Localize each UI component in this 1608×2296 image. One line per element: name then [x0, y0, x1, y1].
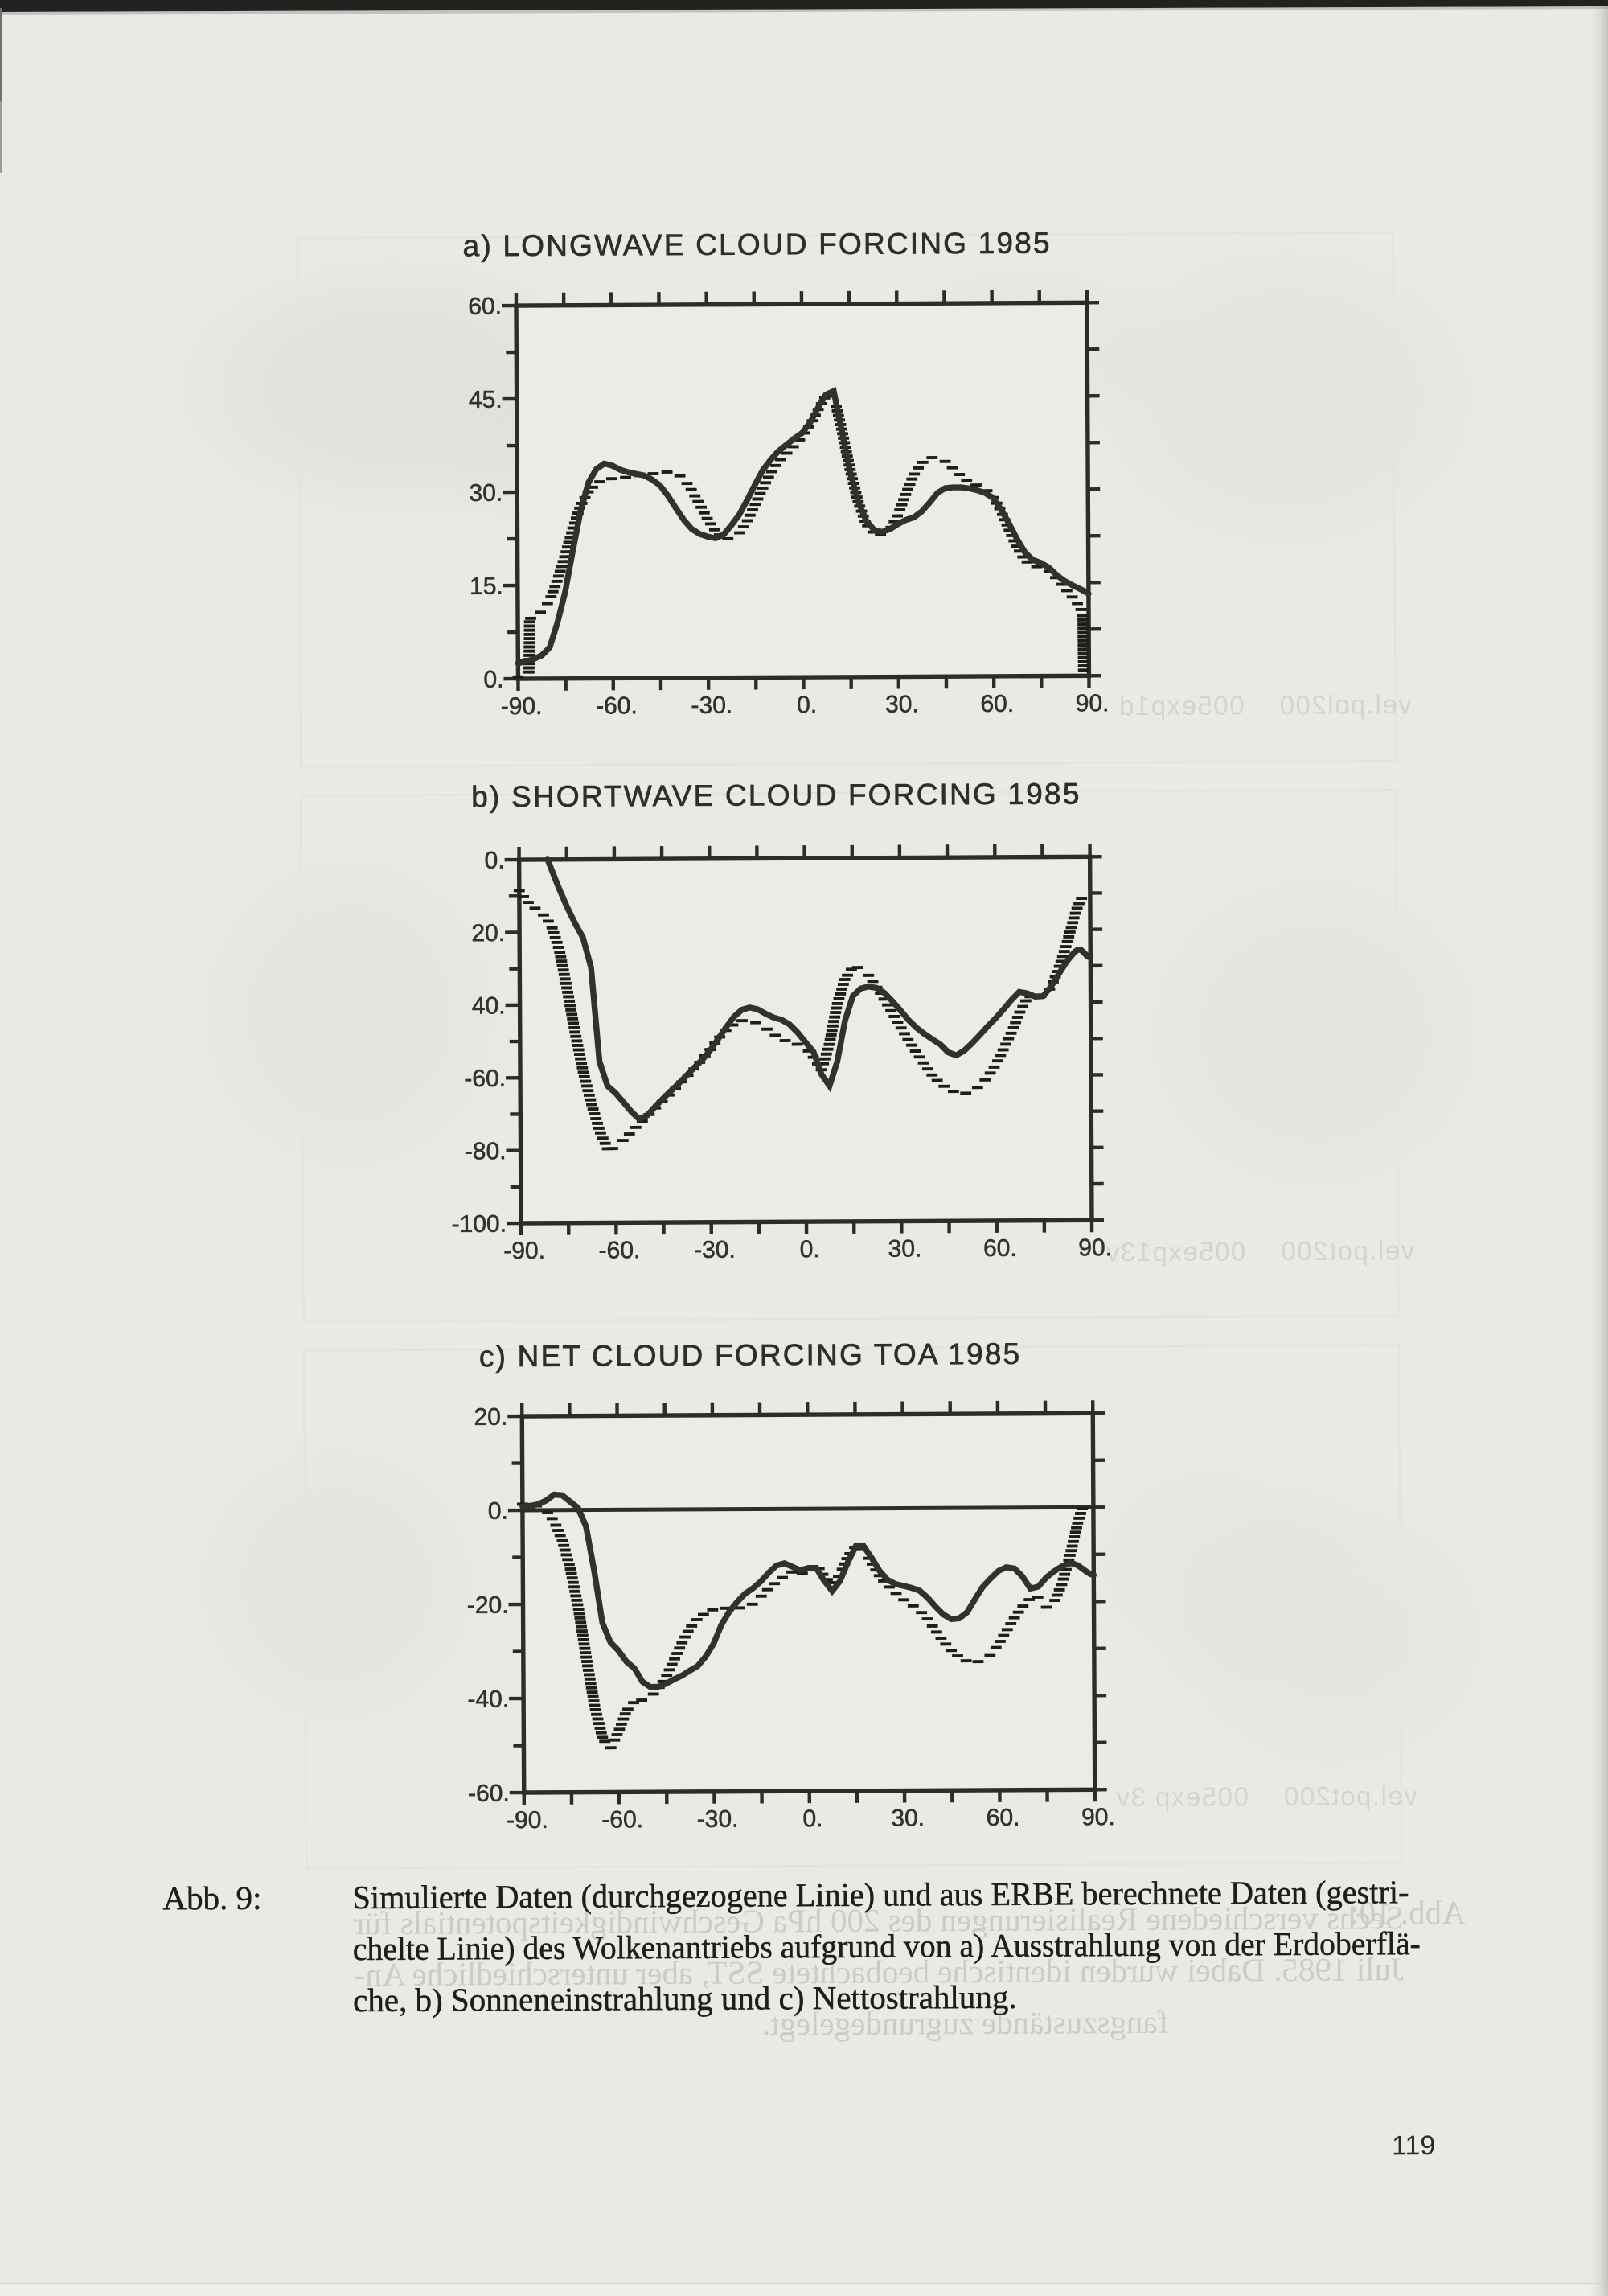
svg-text:0.: 0.: [800, 1236, 820, 1263]
svg-text:-30.: -30.: [691, 692, 732, 719]
svg-text:-60.: -60.: [599, 1237, 641, 1263]
svg-text:chelte Linie) des Wolkenantrie: chelte Linie) des Wolkenantriebs aufgrun…: [353, 1924, 1421, 1967]
svg-text:45.: 45.: [469, 387, 503, 413]
svg-text:-20.: -20.: [467, 1592, 509, 1619]
svg-text:90.: 90.: [1076, 690, 1110, 717]
svg-text:0.: 0.: [797, 692, 817, 718]
svg-text:40.: 40.: [472, 992, 506, 1019]
svg-text:60.: 60.: [980, 691, 1014, 717]
svg-text:0.: 0.: [483, 667, 503, 693]
svg-text:30.: 30.: [891, 1805, 925, 1831]
svg-text:Simulierte Daten (durchgezogen: Simulierte Daten (durchgezogene Linie) u…: [352, 1873, 1409, 1916]
svg-text:-90.: -90.: [503, 1238, 545, 1264]
svg-text:-30.: -30.: [697, 1806, 739, 1833]
svg-text:20.: 20.: [471, 920, 505, 947]
svg-text:-100.: -100.: [452, 1211, 507, 1238]
svg-text:30.: 30.: [888, 1235, 922, 1262]
svg-text:0.: 0.: [802, 1805, 822, 1832]
svg-text:a) LONGWAVE CLOUD FORCING 1985: a) LONGWAVE CLOUD FORCING 1985: [463, 227, 1052, 263]
svg-text:119: 119: [1392, 2130, 1435, 2161]
svg-text:-60.: -60.: [464, 1066, 506, 1092]
svg-text:-30.: -30.: [694, 1237, 736, 1263]
svg-text:20.: 20.: [474, 1404, 507, 1431]
svg-text:60.: 60.: [983, 1235, 1017, 1262]
svg-text:60.: 60.: [468, 294, 502, 320]
svg-text:vel.pot200 005exp13v: vel.pot200 005exp13v: [1105, 1235, 1414, 1267]
svg-text:15.: 15.: [470, 573, 503, 600]
svg-text:-40.: -40.: [467, 1686, 509, 1713]
svg-text:0.: 0.: [485, 848, 505, 874]
svg-text:c) NET CLOUD FORCING TOA 1985: c) NET CLOUD FORCING TOA 1985: [479, 1337, 1022, 1374]
svg-text:-60.: -60.: [468, 1781, 510, 1807]
svg-text:-90.: -90.: [501, 693, 543, 720]
svg-text:che, b) Sonneneinstrahlung un: che, b) Sonneneinstrahlung und c) Nettos…: [353, 1978, 1017, 2019]
svg-text:vel.pol200 005exp1d: vel.pol200 005exp1d: [1118, 689, 1411, 721]
svg-text:30.: 30.: [885, 691, 919, 717]
svg-text:Abb. 10:: Abb. 10:: [1350, 1894, 1466, 1932]
svg-text:90.: 90.: [1081, 1804, 1115, 1830]
svg-text:-60.: -60.: [596, 692, 638, 719]
svg-text:fangszustände zugrundegelegt.: fangszustände zugrundegelegt.: [762, 2003, 1169, 2043]
svg-text:Sechs verschiedene Realisierun: Sechs verschiedene Realisierungen des 20…: [353, 1899, 1404, 1941]
svg-text:-60.: -60.: [601, 1806, 643, 1833]
svg-text:-90.: -90.: [507, 1807, 548, 1834]
svg-text:0.: 0.: [488, 1498, 508, 1525]
svg-text:-80.: -80.: [465, 1138, 507, 1164]
svg-text:Abb. 9:: Abb. 9:: [162, 1879, 261, 1917]
svg-text:Juli 1985. Dabei wurden identi: Juli 1985. Dabei wurden identische beoba…: [355, 1950, 1404, 1993]
svg-text:b) SHORTWAVE CLOUD FORCING 198: b) SHORTWAVE CLOUD FORCING 1985: [471, 777, 1081, 813]
svg-text:30.: 30.: [469, 480, 503, 507]
svg-text:60.: 60.: [987, 1805, 1020, 1831]
svg-text:vel.pot200 005exp 3v: vel.pot200 005exp 3v: [1115, 1781, 1417, 1812]
svg-text:90.: 90.: [1078, 1234, 1112, 1261]
